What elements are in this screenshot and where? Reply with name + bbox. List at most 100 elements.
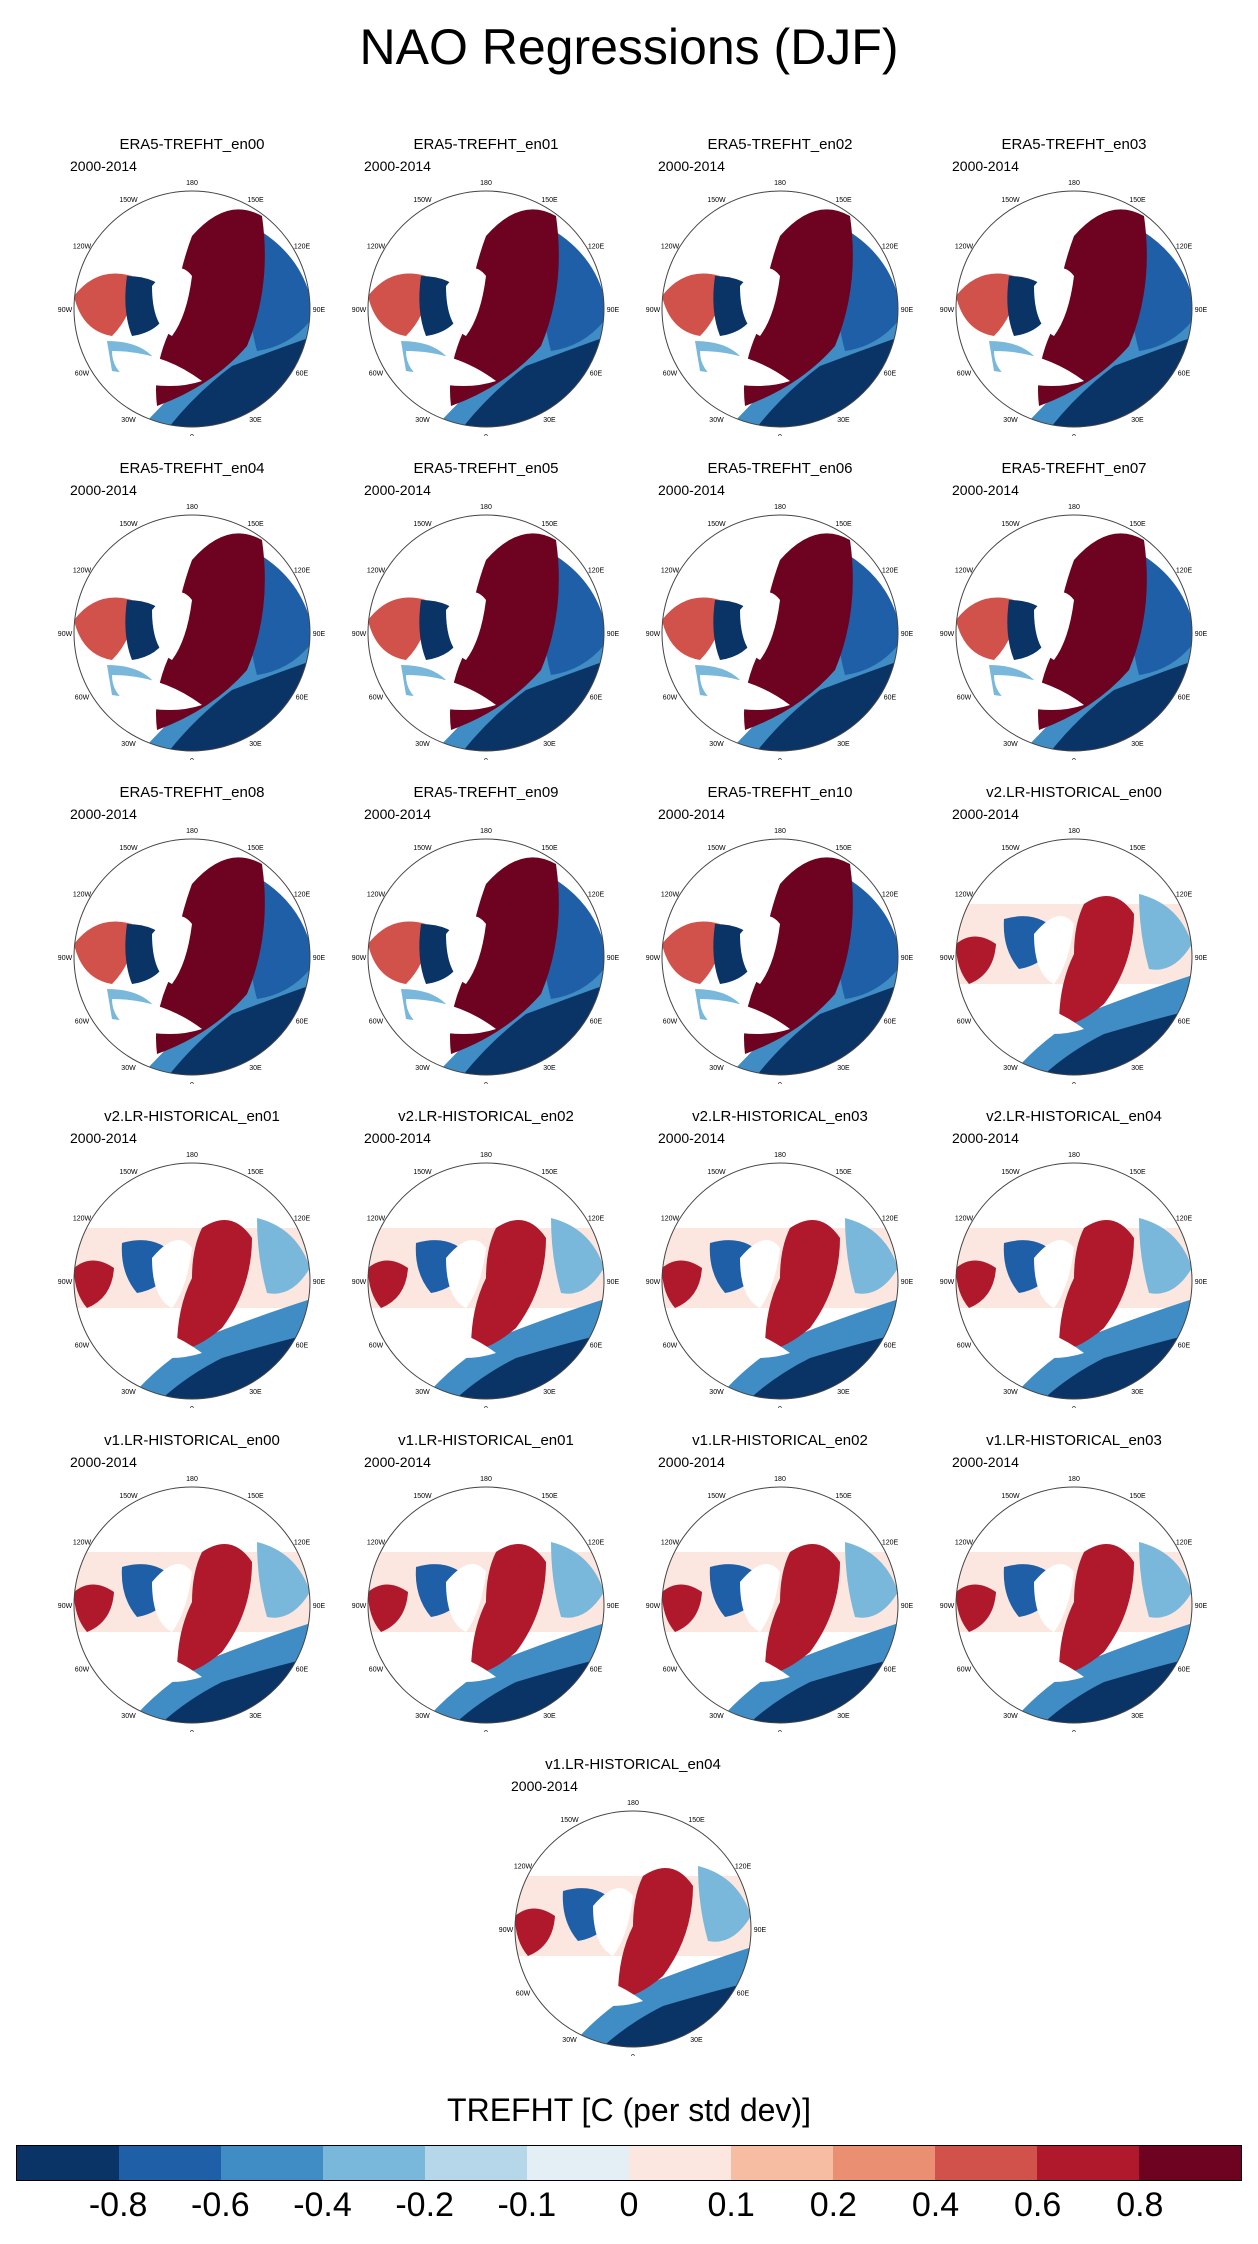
map-field [74,515,310,751]
field-blob [156,857,265,1054]
lon-label: 60E [1178,1343,1191,1350]
field-blob [618,1868,693,1997]
lon-label: 60W [957,1343,972,1350]
map-boundary [73,1486,311,1724]
lon-label: 150E [1129,197,1146,204]
lon-label: 60W [369,695,384,702]
lon-label: 60E [884,371,897,378]
masked-region [152,1240,192,1308]
map-boundary [367,514,605,752]
field-blob [1038,533,1147,730]
lon-label: 180 [774,180,786,187]
map-panel: ERA5-TREFHT_en00 2000-2014 180 150E 120E 90E 6… [52,136,332,436]
field-blob [368,921,427,984]
masked-region [740,916,780,984]
lon-label: 150E [835,521,852,528]
panel-title: v2.LR-HISTORICAL_en00 [986,784,1162,801]
panel-title: ERA5-TREFHT_en00 [119,136,265,153]
lon-label: 90W [58,631,73,638]
lon-label: 120W [73,1216,92,1223]
lon-label: 120W [661,1216,680,1223]
lon-label: 60E [296,1667,309,1674]
map-field [662,515,898,751]
field-blob [662,1584,702,1632]
lon-label: 0 [190,758,194,760]
polar-map: 180 150E 120E 90E 60E 30E 0 30W 60W 90W 120W 150W [58,1152,326,1408]
field-blob [744,857,853,1054]
lon-label: 60E [296,695,309,702]
lon-label: 0 [778,1406,782,1408]
colorbar-tick-label: -0.1 [497,2186,557,2224]
panel-title: ERA5-TREFHT_en05 [413,460,559,477]
lon-label: 150W [119,521,138,528]
polar-map: 180 150E 120E 90E 60E 30E 0 30W 60W 90W 120W 150W [58,828,326,1084]
lon-label: 60W [369,1019,384,1026]
lon-label: 180 [186,1476,198,1483]
lon-label: 60E [590,1343,603,1350]
lon-label: 120W [367,244,386,251]
panel-period: 2000-2014 [70,482,137,498]
lon-label: 150E [835,197,852,204]
lon-label: 120E [294,892,311,899]
masked-region [700,1647,790,1682]
masked-region [406,999,496,1034]
lon-label: 150E [1129,1493,1146,1500]
lon-label: 120W [73,1540,92,1547]
lon-label: 0 [1072,1082,1076,1084]
lon-label: 60W [957,695,972,702]
lon-label: 60W [369,1667,384,1674]
lon-label: 0 [778,758,782,760]
colorbar-tick-label: 0.4 [911,2186,960,2224]
lon-label: 0 [1072,758,1076,760]
map-panel: v2.LR-HISTORICAL_en02 2000-2014 180 150E 120… [346,1108,626,1408]
masked-region [446,268,486,336]
lon-label: 150E [1129,1169,1146,1176]
lon-label: 180 [1068,504,1080,511]
panel-period: 2000-2014 [658,1454,725,1470]
lon-label: 150E [835,1493,852,1500]
lon-label: 150W [413,1493,432,1500]
lon-label: 90W [352,631,367,638]
lon-label: 30E [837,417,850,424]
lon-label: 30W [1003,741,1018,748]
lon-label: 0 [190,434,194,436]
polar-map: 180 150E 120E 90E 60E 30E 0 30W 60W 90W 120W 150W [646,828,914,1084]
panel-title: ERA5-TREFHT_en02 [707,136,853,153]
lon-label: 120E [294,244,311,251]
lon-label: 150E [1129,521,1146,528]
map-boundary [661,1162,899,1400]
lon-label: 30E [543,1065,556,1072]
colorbar-box [731,2146,833,2180]
lon-label: 30W [1003,1065,1018,1072]
lon-label: 150W [413,1169,432,1176]
lon-label: 90W [58,955,73,962]
colorbar-tick-label: 0 [619,2186,639,2224]
lon-label: 90E [901,631,914,638]
field-blob [368,273,427,336]
map-panel: v2.LR-HISTORICAL_en01 2000-2014 180 150E 120… [52,1108,332,1408]
polar-map: 180 150E 120E 90E 60E 30E 0 30W 60W 90W 120W 150W [58,180,326,436]
map-boundary [73,1162,311,1400]
lon-label: 30E [543,417,556,424]
panel-period: 2000-2014 [658,482,725,498]
lon-label: 60W [369,1343,384,1350]
lon-label: 30E [249,1065,262,1072]
lon-label: 180 [186,828,198,835]
panel-title: ERA5-TREFHT_en04 [119,460,265,477]
colorbar-tick-label: -0.2 [395,2186,454,2224]
lon-label: 90E [607,955,620,962]
lon-label: 120W [73,244,92,251]
map-field [368,839,604,1075]
polar-map: 180 150E 120E 90E 60E 30E 0 30W 60W 90W 120W 150W [58,504,326,760]
lon-label: 60W [957,1667,972,1674]
lon-label: 60W [75,371,90,378]
lon-label: 30E [249,417,262,424]
masked-region [406,351,496,386]
panel-period: 2000-2014 [952,1454,1019,1470]
map-boundary [661,1486,899,1724]
lon-label: 180 [186,504,198,511]
colorbar [16,2145,1242,2181]
panel-title: ERA5-TREFHT_en01 [413,136,559,153]
map-boundary [661,514,899,752]
map-panel: ERA5-TREFHT_en02 2000-2014 180 150E 120E 90E 6… [640,136,920,436]
